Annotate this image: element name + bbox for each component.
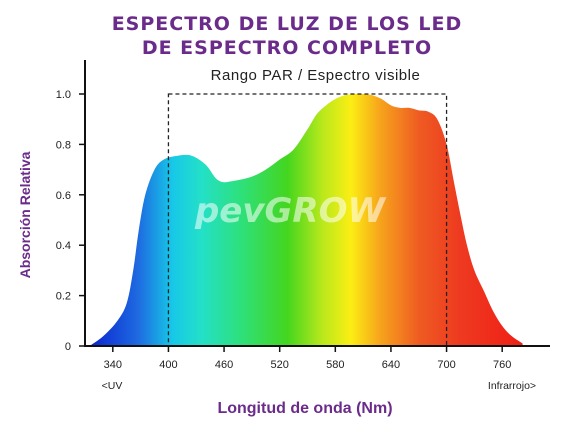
x-tick-label: 340: [104, 359, 122, 371]
x-tick-label: 760: [493, 359, 511, 371]
watermark-logo: pevGROW: [194, 191, 387, 231]
x-edge-label-uv: <UV: [102, 380, 123, 392]
x-tick-label: 580: [326, 359, 344, 371]
y-tick-label: 0.8: [56, 139, 71, 151]
chart-title-line2: DE ESPECTRO COMPLETO: [142, 37, 432, 59]
y-tick-label: 0.6: [56, 190, 71, 202]
x-tick-label: 460: [215, 359, 233, 371]
y-tick-label: 0.4: [56, 240, 71, 252]
y-tick-label: 1.0: [56, 89, 71, 101]
par-range-label: Rango PAR / Espectro visible: [211, 67, 421, 84]
x-edge-label-infrared: Infrarrojo>: [488, 380, 536, 392]
chart-title-line1: ESPECTRO DE LUZ DE LOS LED: [112, 13, 463, 35]
axis-ticks: 340 400 460 520 580 640 700 760 0 0.2 0.4 0.6 0.8 1.0: [56, 89, 512, 371]
y-tick-label: 0: [65, 341, 71, 353]
x-tick-label: 520: [271, 359, 289, 371]
y-axis-title: Absorción Relativa: [17, 151, 33, 278]
y-tick-label: 0.2: [56, 291, 71, 303]
par-range-box: [167, 93, 448, 347]
spectrum-area: [89, 93, 523, 346]
x-tick-label: 400: [159, 359, 177, 371]
x-tick-label: 640: [382, 359, 400, 371]
x-axis-title: Longitud de onda (Nm): [217, 400, 392, 417]
x-tick-label: 700: [437, 359, 455, 371]
